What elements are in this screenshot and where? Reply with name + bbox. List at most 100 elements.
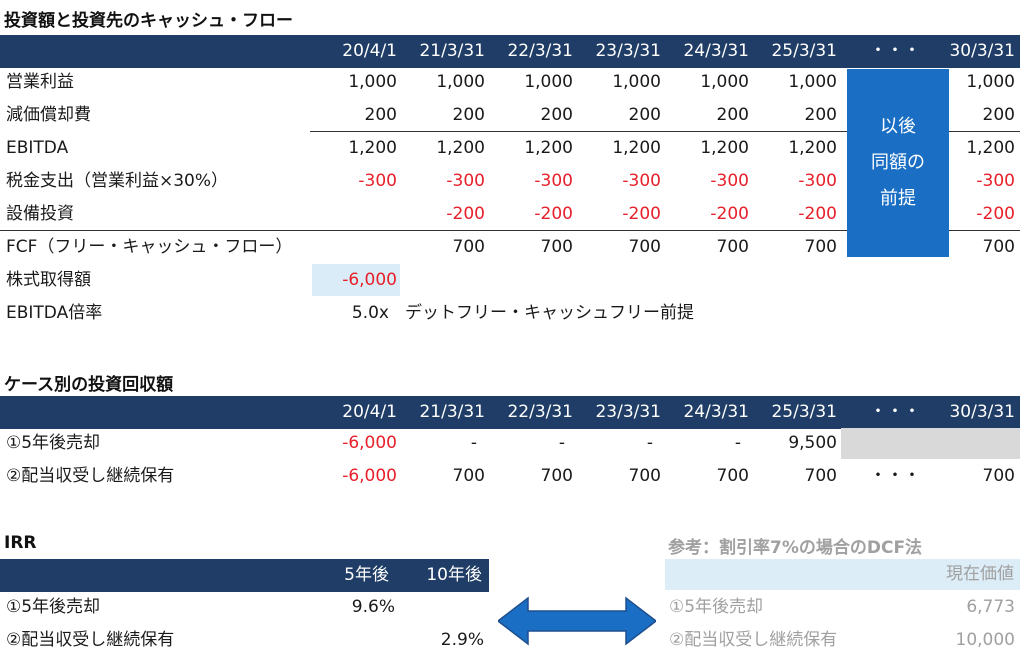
- row-label: ①5年後売却: [6, 433, 101, 453]
- cell: 2.9%: [440, 630, 484, 650]
- header-date: 30/3/31: [949, 402, 1015, 422]
- cell: 700: [540, 466, 573, 486]
- cell: -300: [534, 171, 573, 191]
- cell: 1,200: [348, 138, 397, 158]
- header-cell: 10年後: [426, 565, 482, 585]
- header-date: 21/3/31: [419, 41, 485, 61]
- cell: -300: [710, 171, 749, 191]
- table-row: ①5年後売却 -6,000 - - - - 9,500: [0, 427, 1020, 460]
- cell: 10,000: [955, 630, 1015, 650]
- cell: 9.6%: [351, 597, 395, 617]
- irr-title: IRR: [4, 533, 37, 553]
- cell: 200: [804, 105, 837, 125]
- header-date: 25/3/31: [771, 41, 837, 61]
- cell: -: [734, 433, 741, 453]
- header-cell: 現在価値: [946, 564, 1014, 584]
- cell: 700: [982, 466, 1015, 486]
- cell: 700: [628, 466, 661, 486]
- cell: 6,773: [966, 597, 1015, 617]
- cell: 1,000: [436, 72, 485, 92]
- cell: 700: [804, 466, 837, 486]
- row-label: FCF（フリー・キャッシュ・フロー）: [6, 237, 293, 257]
- double-arrow-icon: [498, 596, 656, 646]
- cell: -200: [622, 204, 661, 224]
- cell: 1,000: [966, 72, 1015, 92]
- cell: 700: [540, 237, 573, 257]
- header-date: 25/3/31: [771, 402, 837, 422]
- cell: 1,200: [524, 138, 573, 158]
- table-row: 設備投資 -200 -200 -200 -200 -200 -200: [0, 198, 1020, 231]
- table-row: 営業利益 1,000 1,000 1,000 1,000 1,000 1,000…: [0, 66, 1020, 99]
- cell: 700: [982, 237, 1015, 257]
- row-label: ①5年後売却: [6, 597, 101, 617]
- header-date: 22/3/31: [507, 402, 573, 422]
- cell: 200: [716, 105, 749, 125]
- callout-line: 前提: [880, 188, 916, 209]
- row-label: EBITDA: [6, 138, 69, 158]
- cell: -300: [976, 171, 1015, 191]
- table-row: EBITDA 1,200 1,200 1,200 1,200 1,200 1,2…: [0, 132, 1020, 165]
- cell: -200: [798, 204, 837, 224]
- table-row: 減価償却費 200 200 200 200 200 200 200: [0, 99, 1020, 132]
- row-label: 営業利益: [6, 72, 74, 92]
- header-date: 20/4/1: [342, 402, 397, 422]
- table-row: ①5年後売却 9.6%: [0, 591, 489, 624]
- header-ellipsis: ・・・: [869, 402, 921, 422]
- cell: 1,000: [524, 72, 573, 92]
- cell: -6,000: [342, 466, 397, 486]
- section1-title: 投資額と投資先のキャッシュ・フロー: [4, 11, 293, 31]
- header-ellipsis: ・・・: [869, 41, 921, 61]
- cell: -: [558, 433, 565, 453]
- cell: 200: [540, 105, 573, 125]
- header-date: 22/3/31: [507, 41, 573, 61]
- note-text: デットフリー・キャッシュフリー前提: [405, 303, 694, 323]
- section2-title: ケース別の投資回収額: [4, 375, 174, 395]
- cell: 700: [452, 237, 485, 257]
- dcf-title: 参考：割引率7%の場合のDCF法: [668, 538, 923, 558]
- irr-header-row: 5年後 10年後: [0, 559, 489, 592]
- row-label: 税金支出（営業利益×30%）: [6, 171, 229, 191]
- dcf-header-row: 現在価値: [665, 559, 1020, 590]
- header-date: 24/3/31: [683, 402, 749, 422]
- header-date: 30/3/31: [949, 41, 1015, 61]
- row-label: ②配当収受し継続保有: [6, 630, 175, 650]
- cell: -300: [358, 171, 397, 191]
- divider: [949, 131, 1020, 132]
- callout-line: 同額の: [871, 152, 925, 173]
- table-row: ②配当収受し継続保有 2.9%: [0, 624, 489, 657]
- cell: -300: [798, 171, 837, 191]
- table-row: 株式取得額 -6,000: [0, 264, 1020, 297]
- table-row: 税金支出（営業利益×30%） -300 -300 -300 -300 -300 …: [0, 165, 1020, 198]
- cell: -300: [622, 171, 661, 191]
- cell: 1,000: [348, 72, 397, 92]
- cell: -6,000: [342, 433, 397, 453]
- cell: -: [646, 433, 653, 453]
- header-date: 20/4/1: [342, 41, 397, 61]
- cell: 1,200: [788, 138, 837, 158]
- cell: 1,200: [700, 138, 749, 158]
- cell: 1,200: [436, 138, 485, 158]
- cell: 1,000: [612, 72, 661, 92]
- section1-header-row: 20/4/1 21/3/31 22/3/31 23/3/31 24/3/31 2…: [0, 35, 1020, 68]
- header-date: 23/3/31: [595, 402, 661, 422]
- cell: 1,200: [612, 138, 661, 158]
- cell: -300: [446, 171, 485, 191]
- cell: -: [470, 433, 477, 453]
- header-date: 23/3/31: [595, 41, 661, 61]
- gray-cell-bg: [841, 428, 1020, 459]
- divider: [0, 230, 847, 231]
- cell: -200: [976, 204, 1015, 224]
- header-cell: 5年後: [344, 565, 389, 585]
- section2-header-row: 20/4/1 21/3/31 22/3/31 23/3/31 24/3/31 2…: [0, 396, 1020, 429]
- cell: 700: [804, 237, 837, 257]
- cell-ellipsis: ・・・: [869, 466, 921, 486]
- cell: -6,000: [342, 270, 397, 290]
- row-label: EBITDA倍率: [6, 303, 103, 323]
- row-label: ①5年後売却: [669, 597, 764, 617]
- callout-line: 以後: [880, 116, 916, 137]
- header-date: 24/3/31: [683, 41, 749, 61]
- row-label: ②配当収受し継続保有: [6, 466, 175, 486]
- cell: 5.0x: [351, 303, 389, 323]
- row-label: ②配当収受し継続保有: [669, 630, 838, 650]
- cell: 700: [716, 466, 749, 486]
